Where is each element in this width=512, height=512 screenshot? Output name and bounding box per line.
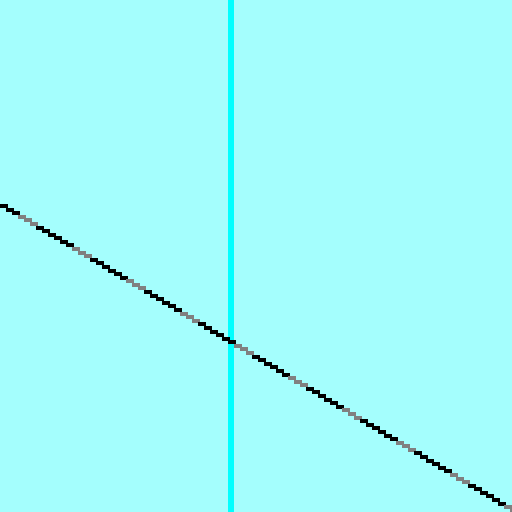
line-segment xyxy=(72,247,80,251)
line-segment xyxy=(204,326,212,330)
line-segment xyxy=(90,258,98,262)
diagonal-line-segments xyxy=(0,204,512,512)
line-segment xyxy=(354,416,362,420)
line-segment xyxy=(420,455,428,459)
line-segment xyxy=(246,351,254,355)
line-segment xyxy=(228,340,236,344)
line-segment xyxy=(300,383,308,387)
line-segment xyxy=(138,286,146,290)
line-segment xyxy=(198,322,206,326)
line-segment xyxy=(180,312,188,316)
line-segment xyxy=(282,373,290,377)
line-segment xyxy=(360,419,368,423)
line-segment xyxy=(432,462,440,466)
line-segment xyxy=(504,505,512,509)
line-segment xyxy=(60,240,68,244)
line-segment xyxy=(270,365,278,369)
line-segment xyxy=(426,459,434,463)
line-segment xyxy=(18,215,26,219)
line-segment xyxy=(6,208,14,212)
line-segment xyxy=(258,358,266,362)
line-segment xyxy=(396,441,404,445)
line-segment xyxy=(156,297,164,301)
line-segment xyxy=(276,369,284,373)
line-segment xyxy=(294,380,302,384)
line-segment xyxy=(192,319,200,323)
line-segment xyxy=(54,236,62,240)
line-segment xyxy=(42,229,50,233)
line-segment xyxy=(144,290,152,294)
line-segment xyxy=(372,426,380,430)
line-segment xyxy=(486,494,494,498)
line-segment xyxy=(444,469,452,473)
line-segment xyxy=(318,394,326,398)
line-segment xyxy=(480,491,488,495)
line-segment xyxy=(492,498,500,502)
line-segment xyxy=(12,211,20,215)
line-segment xyxy=(252,355,260,359)
line-segment xyxy=(468,484,476,488)
line-segment xyxy=(462,480,470,484)
line-segment xyxy=(390,437,398,441)
line-segment xyxy=(114,272,122,276)
line-segment xyxy=(366,423,374,427)
line-segment xyxy=(384,434,392,438)
line-segment xyxy=(474,487,482,491)
line-segment xyxy=(24,218,32,222)
line-segment xyxy=(498,502,506,506)
vertical-cyan-bar[interactable] xyxy=(228,0,234,512)
line-segment xyxy=(0,204,8,208)
line-segment xyxy=(264,362,272,366)
line-segment xyxy=(96,261,104,265)
line-segment xyxy=(216,333,224,337)
line-segment xyxy=(168,304,176,308)
line-segment xyxy=(108,269,116,273)
line-segment xyxy=(288,376,296,380)
line-segment xyxy=(210,330,218,334)
line-segment xyxy=(414,451,422,455)
line-segment xyxy=(30,222,38,226)
line-segment xyxy=(36,226,44,230)
line-segment xyxy=(438,466,446,470)
line-segment xyxy=(330,401,338,405)
line-segment xyxy=(306,387,314,391)
line-segment xyxy=(126,279,134,283)
line-segment xyxy=(162,301,170,305)
line-segment xyxy=(324,398,332,402)
line-segment xyxy=(222,337,230,341)
line-segment xyxy=(312,390,320,394)
line-segment xyxy=(402,444,410,448)
line-segment xyxy=(240,347,248,351)
line-segment xyxy=(120,276,128,280)
line-segment xyxy=(408,448,416,452)
line-segment xyxy=(378,430,386,434)
line-segment xyxy=(234,344,242,348)
line-segment xyxy=(186,315,194,319)
line-segment xyxy=(174,308,182,312)
line-segment xyxy=(84,254,92,258)
line-segment xyxy=(348,412,356,416)
line-segment xyxy=(450,473,458,477)
line-segment xyxy=(342,408,350,412)
line-segment xyxy=(66,243,74,247)
line-segment xyxy=(150,294,158,298)
line-segment xyxy=(510,509,512,512)
line-segment xyxy=(336,405,344,409)
line-segment xyxy=(456,477,464,481)
line-segment xyxy=(132,283,140,287)
line-segment xyxy=(78,251,86,255)
line-segment xyxy=(48,233,56,237)
line-segment xyxy=(102,265,110,269)
